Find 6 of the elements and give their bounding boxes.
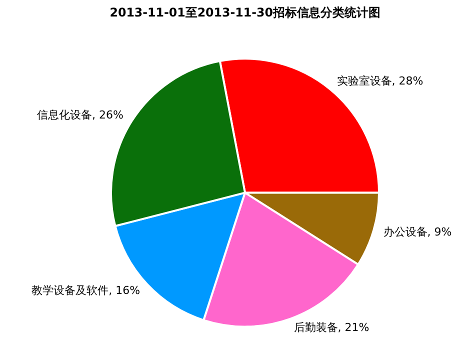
- slice-label: 信息化设备, 26%: [36, 108, 124, 122]
- slice-label: 实验室设备, 28%: [336, 74, 424, 88]
- chart-title: 2013-11-01至2013-11-30招标信息分类统计图: [110, 5, 380, 20]
- slice-label: 教学设备及软件, 16%: [32, 284, 140, 298]
- slice-label: 办公设备, 9%: [383, 226, 452, 239]
- slice-label: 后勤装备, 21%: [294, 321, 370, 334]
